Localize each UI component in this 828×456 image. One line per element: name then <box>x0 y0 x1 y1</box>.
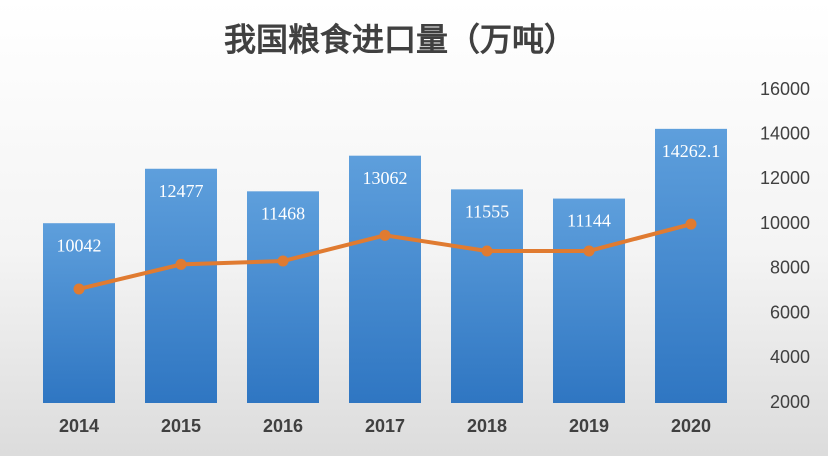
bar <box>247 191 319 403</box>
bar <box>553 198 625 403</box>
bar <box>655 128 727 403</box>
data-label: 11144 <box>567 211 611 231</box>
y-tick-label: 6000 <box>770 302 810 322</box>
x-tick-label: 2015 <box>161 416 201 436</box>
line-marker <box>481 245 493 257</box>
bar <box>349 155 421 403</box>
bar <box>451 189 523 403</box>
y-tick-label: 12000 <box>760 168 810 188</box>
data-label: 14262.1 <box>662 141 721 161</box>
data-label: 13062 <box>363 168 408 188</box>
x-tick-label: 2019 <box>569 416 609 436</box>
y-tick-label: 14000 <box>760 123 810 143</box>
data-label: 11468 <box>261 203 305 223</box>
x-tick-label: 2017 <box>365 416 405 436</box>
bar <box>145 168 217 403</box>
line-marker <box>583 245 595 257</box>
x-tick-label: 2020 <box>671 416 711 436</box>
data-label: 11555 <box>465 202 509 222</box>
x-tick-label: 2014 <box>59 416 99 436</box>
y-tick-label: 8000 <box>770 258 810 278</box>
x-tick-label: 2016 <box>263 416 303 436</box>
y-tick-label: 16000 <box>760 79 810 99</box>
line-marker <box>277 255 289 267</box>
line-marker <box>175 258 187 270</box>
chart-title: 我国粮食进口量（万吨） <box>224 21 576 57</box>
data-label: 10042 <box>57 235 102 255</box>
bar <box>43 223 115 403</box>
line-marker <box>379 229 391 241</box>
y-tick-label: 4000 <box>770 347 810 367</box>
y-tick-label: 2000 <box>770 392 810 412</box>
data-label: 12477 <box>159 181 204 201</box>
line-marker <box>73 283 85 295</box>
x-tick-label: 2018 <box>467 416 507 436</box>
y-tick-label: 10000 <box>760 213 810 233</box>
line-marker <box>685 218 697 230</box>
